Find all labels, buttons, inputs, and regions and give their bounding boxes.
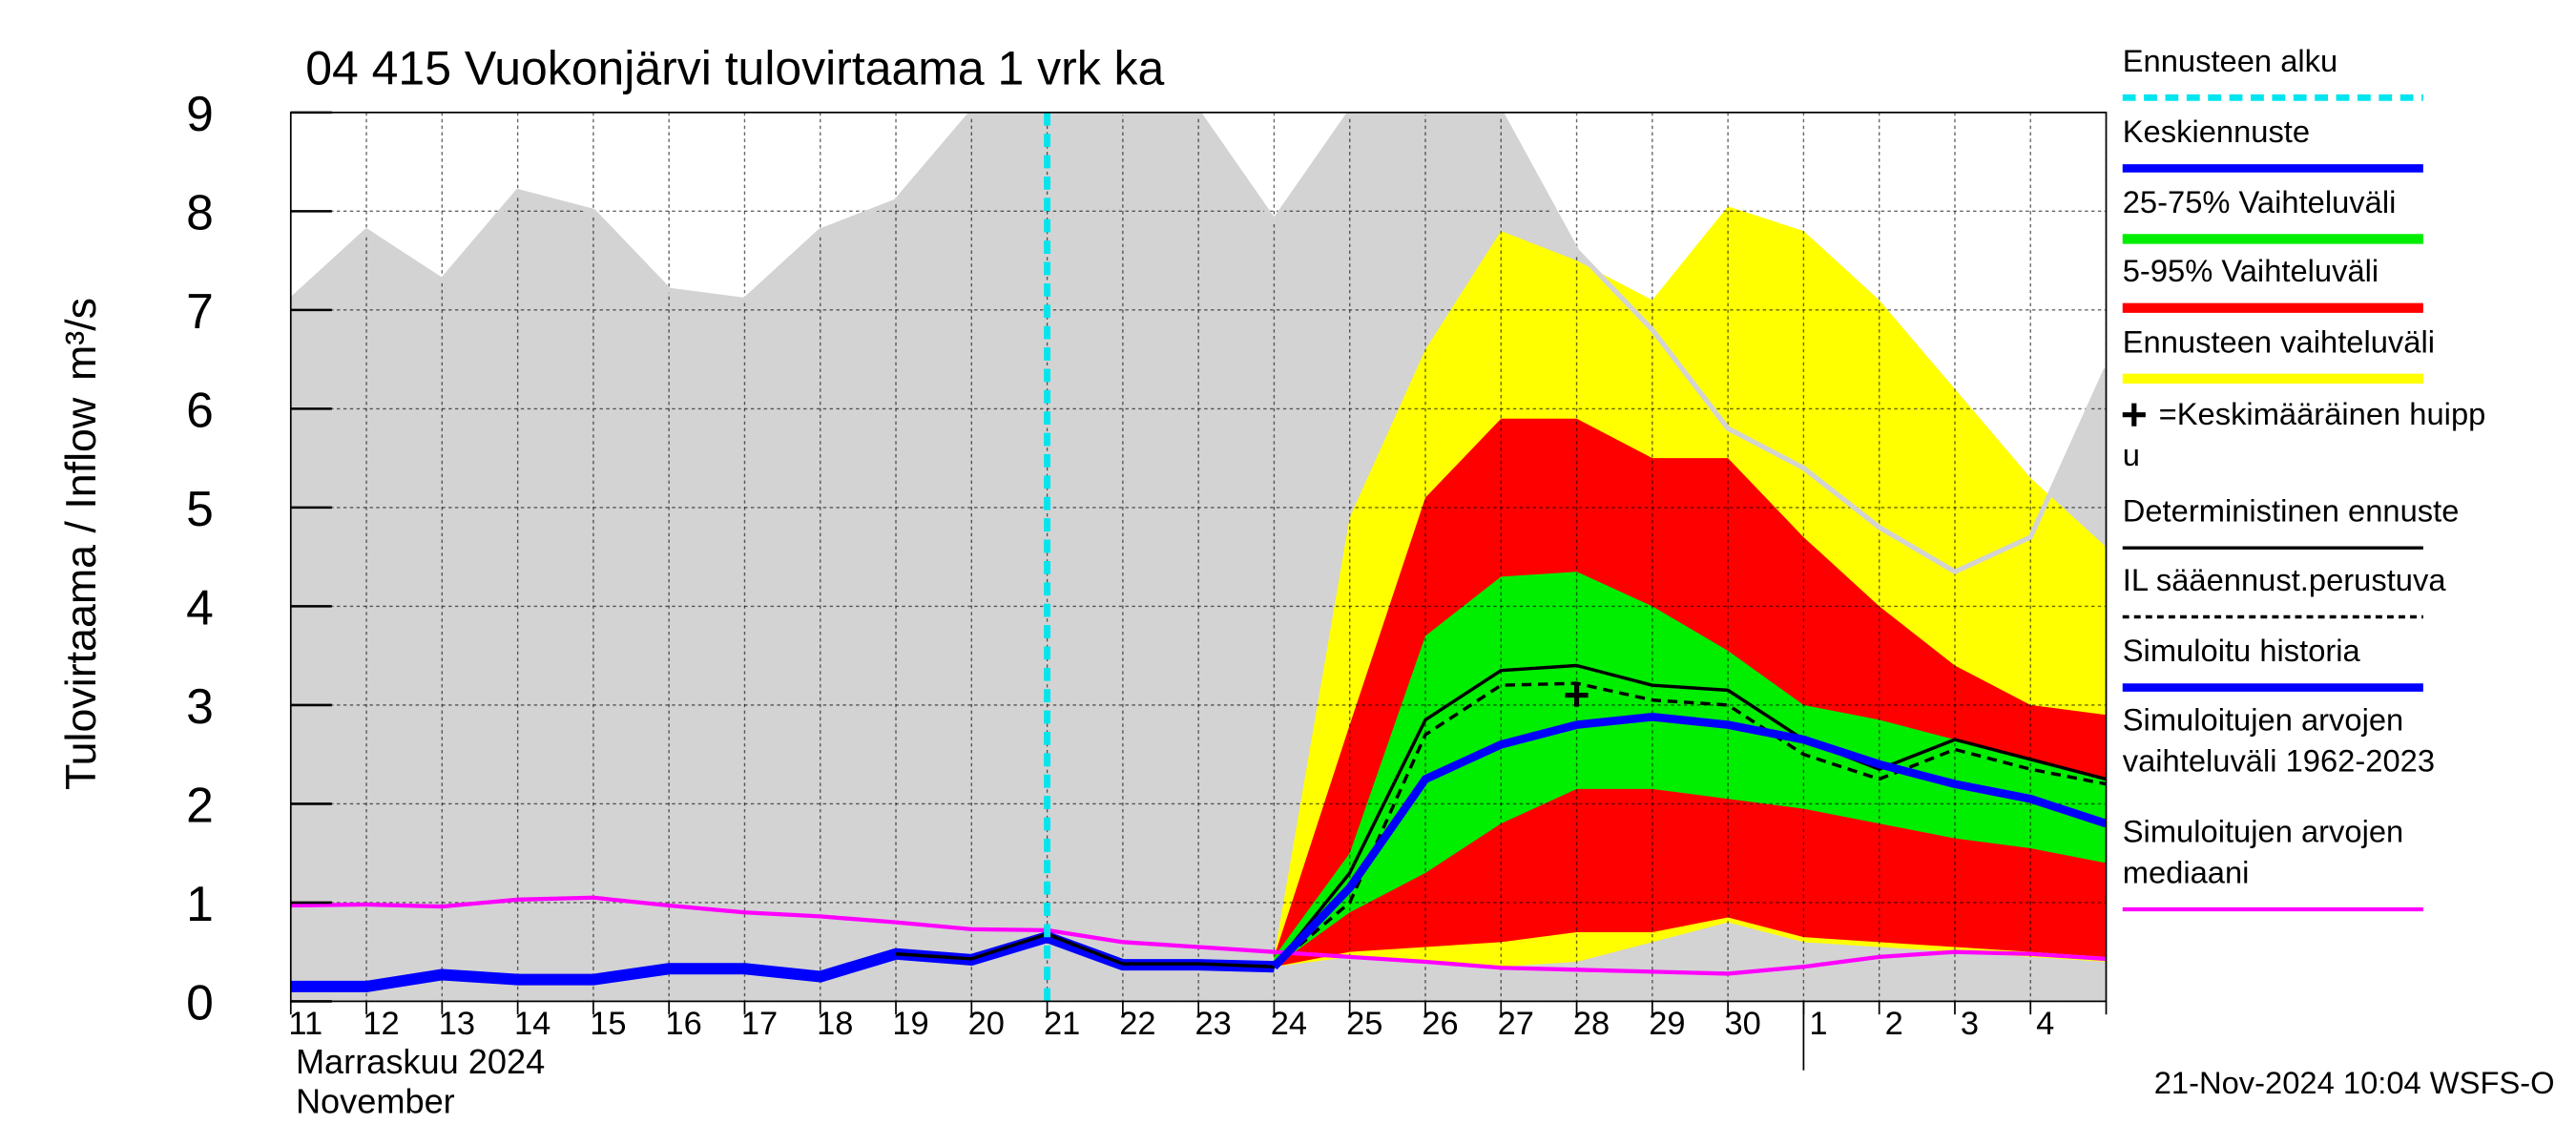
x-tick-label: 30 <box>1724 1006 1760 1042</box>
chart-title: 04 415 Vuokonjärvi tulovirtaama 1 vrk ka <box>305 42 1164 95</box>
y-axis-label: Tulovirtaama / Inflow <box>57 397 105 790</box>
legend-label: vaihteluväli 1962-2023 <box>2123 742 2435 778</box>
y-axis-unit: m³/s <box>57 298 105 381</box>
x-tick-label: 20 <box>968 1006 1005 1042</box>
legend-label: Simuloitujen arvojen <box>2123 701 2404 737</box>
y-tick-label: 8 <box>186 184 214 239</box>
y-tick-label: 3 <box>186 678 214 734</box>
legend-label: Ennusteen vaihteluväli <box>2123 323 2435 359</box>
x-tick-label: 27 <box>1498 1006 1534 1042</box>
band-area <box>1274 572 2107 968</box>
y-tick-label: 5 <box>186 481 214 536</box>
x-tick-label: 21 <box>1044 1006 1080 1042</box>
series-line <box>1273 681 2107 968</box>
legend-label: Keskiennuste <box>2123 114 2310 149</box>
x-tick-label: 13 <box>439 1006 475 1042</box>
legend-label: Deterministinen ennuste <box>2123 493 2460 529</box>
y-tick-label: 1 <box>186 876 214 931</box>
x-tick-label: 2 <box>1885 1006 1903 1042</box>
peak-marker <box>1565 683 1589 707</box>
plot-area <box>290 112 2107 1002</box>
series-line <box>895 663 2107 968</box>
x-tick-label: 26 <box>1422 1006 1458 1042</box>
x-tick-label: 1 <box>1809 1006 1827 1042</box>
x-tick-label: 17 <box>741 1006 778 1042</box>
x-tick-label: 23 <box>1195 1006 1232 1042</box>
legend-label: 5-95% Vaihteluväli <box>2123 253 2379 288</box>
x-tick-label: 14 <box>514 1006 551 1042</box>
x-tick-label: 4 <box>2036 1006 2054 1042</box>
y-tick-label: 0 <box>186 974 214 1030</box>
legend-label: =Keskimääräinen huipp <box>2159 396 2486 431</box>
legend-label: Simuloitujen arvojen <box>2123 813 2404 848</box>
legend-label: Ennusteen alku <box>2123 43 2337 78</box>
x-tick-label: 11 <box>288 1006 322 1042</box>
series-line <box>290 895 2107 976</box>
x-tick-label: 16 <box>666 1006 702 1042</box>
legend-label: Simuloitu historia <box>2123 633 2361 668</box>
x-tick-label: 25 <box>1346 1006 1382 1042</box>
legend-label: 25-75% Vaihteluväli <box>2123 184 2397 219</box>
legend-swatch <box>2122 403 2146 427</box>
y-tick-label: 7 <box>186 283 214 339</box>
x-axis-label: November <box>296 1082 455 1121</box>
y-tick-label: 2 <box>186 777 214 832</box>
legend-label: mediaani <box>2123 854 2250 889</box>
y-tick-label: 6 <box>186 382 214 437</box>
legend: Ennusteen alku Keskiennuste 25-75% Vaihtel… <box>2122 43 2486 912</box>
x-tick-label: 22 <box>1119 1006 1155 1042</box>
y-tick-label: 9 <box>186 86 214 141</box>
x-tick-label: 19 <box>892 1006 928 1042</box>
x-tick-label: 3 <box>1961 1006 1979 1042</box>
x-tick-label: 12 <box>363 1006 399 1042</box>
x-tick-label: 18 <box>817 1006 853 1042</box>
x-tick-label: 28 <box>1573 1006 1610 1042</box>
x-tick-label: 24 <box>1271 1006 1307 1042</box>
y-tick-label: 4 <box>186 579 214 635</box>
legend-label: u <box>2123 437 2140 472</box>
series-line <box>290 112 2107 574</box>
series-line <box>1271 713 2107 970</box>
footer: 21-Nov-2024 10:04 WSFS-O <box>2154 1065 2555 1100</box>
legend-label: IL sääennust.perustuva <box>2123 562 2447 597</box>
x-tick-label: 29 <box>1649 1006 1685 1042</box>
x-axis-label: Marraskuu 2024 <box>296 1042 545 1081</box>
x-tick-label: 15 <box>590 1006 626 1042</box>
